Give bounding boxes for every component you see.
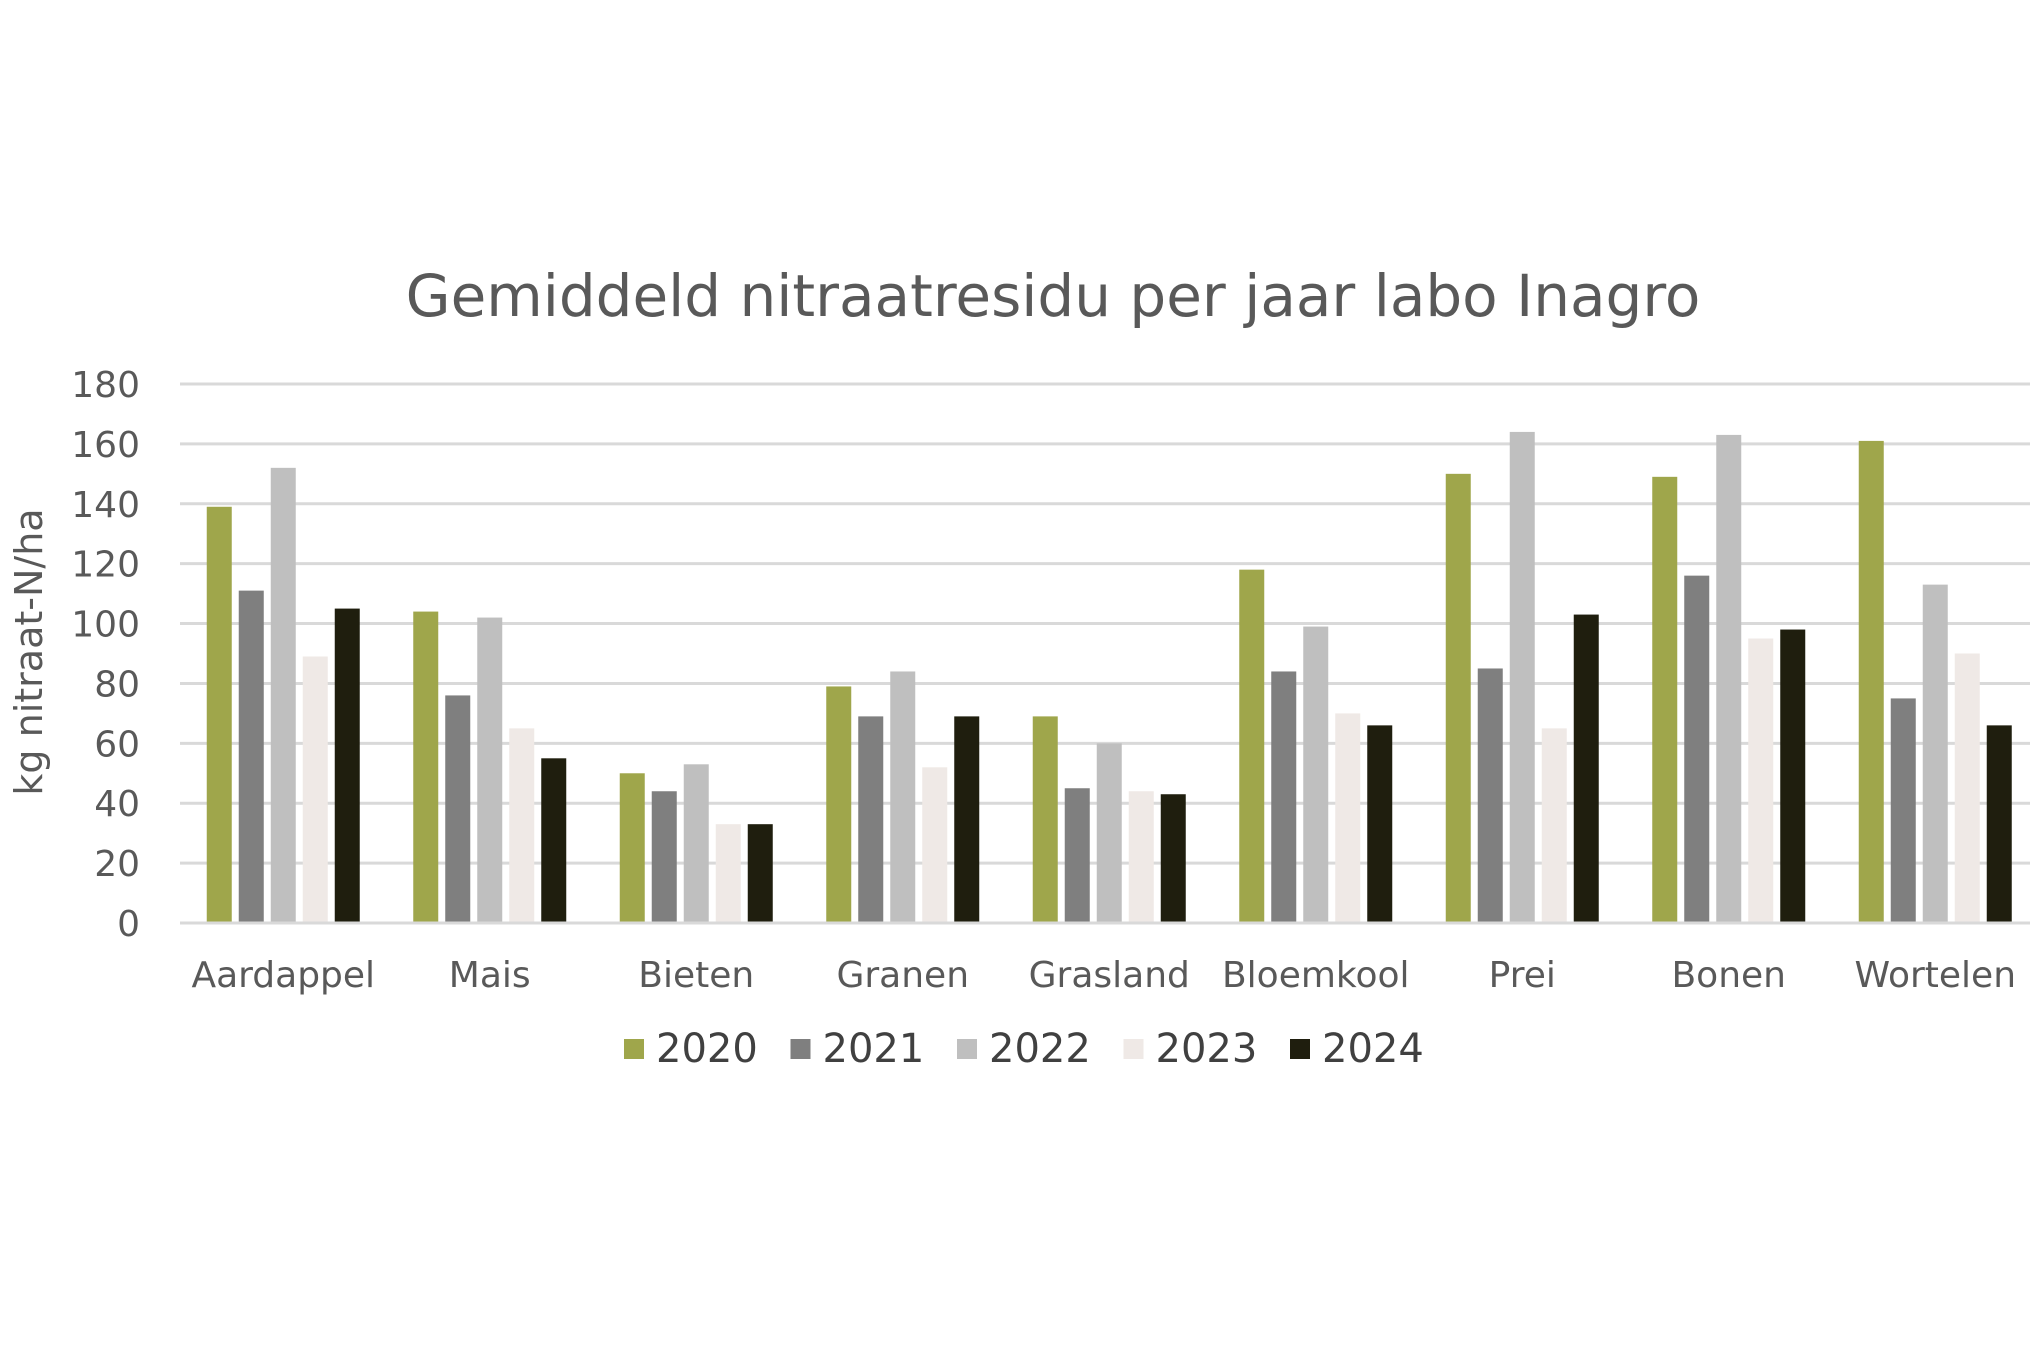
bar-bonen-2023	[1748, 638, 1774, 923]
bar-grasland-2021	[1064, 788, 1090, 923]
bar-prei-2022	[1509, 431, 1535, 923]
y-tick-label: 0	[117, 904, 140, 945]
bar-bonen-2021	[1684, 575, 1710, 923]
x-tick-label: Wortelen	[1854, 955, 2016, 996]
x-axis-ticks: Aardappel Mais Bieten Granen Grasland Bloemko…	[191, 955, 2016, 996]
bar-bieten-2024	[747, 824, 773, 923]
y-axis-label: kg nitraat-N/ha	[7, 508, 51, 795]
bar-mais-2023	[509, 728, 535, 923]
bar-prei-2024	[1573, 614, 1599, 923]
x-tick-label: Grasland	[1029, 955, 1190, 996]
y-tick-label: 40	[94, 784, 140, 825]
x-tick-label: Bloemkool	[1222, 955, 1410, 996]
y-tick-label: 20	[94, 844, 140, 885]
bar-granen-2023	[922, 767, 948, 923]
bar-bloemkool-2022	[1303, 626, 1329, 923]
bar-bloemkool-2023	[1335, 713, 1361, 923]
bar-aardappel-2020	[206, 506, 232, 923]
chart-title: Gemiddeld nitraatresidu per jaar labo In…	[406, 262, 1701, 330]
bar-wortelen-2022	[1922, 584, 1948, 923]
bar-prei-2023	[1541, 728, 1567, 923]
bar-granen-2021	[858, 716, 884, 923]
bars	[206, 431, 2012, 923]
x-tick-label: Granen	[836, 955, 969, 996]
bar-prei-2020	[1445, 473, 1471, 923]
bar-bloemkool-2021	[1271, 671, 1297, 923]
legend-label: 2022	[989, 1026, 1091, 1072]
bar-mais-2022	[477, 617, 503, 923]
legend-swatch-2024	[1290, 1039, 1310, 1059]
legend-swatch-2022	[957, 1039, 977, 1059]
y-tick-label: 180	[71, 365, 140, 406]
bar-aardappel-2024	[334, 608, 360, 923]
bar-bieten-2023	[715, 824, 741, 923]
bar-wortelen-2020	[1858, 440, 1884, 923]
bar-bonen-2022	[1716, 434, 1742, 923]
bar-bloemkool-2024	[1367, 725, 1393, 923]
bar-mais-2024	[541, 758, 567, 923]
bar-wortelen-2023	[1954, 653, 1980, 923]
legend-label: 2021	[823, 1026, 925, 1072]
x-tick-label: Prei	[1489, 955, 1556, 996]
y-tick-label: 60	[94, 724, 140, 765]
legend-label: 2024	[1322, 1026, 1424, 1072]
legend-swatch-2021	[790, 1039, 811, 1059]
legend: 2020 2021 2022 2023 2024	[624, 1026, 1424, 1072]
x-tick-label: Aardappel	[191, 955, 375, 996]
bar-aardappel-2021	[238, 590, 264, 923]
y-tick-label: 140	[71, 485, 140, 526]
bar-bloemkool-2020	[1239, 569, 1265, 923]
bar-grasland-2020	[1032, 716, 1058, 923]
bar-granen-2024	[954, 716, 980, 923]
bar-grasland-2024	[1160, 794, 1186, 923]
y-tick-label: 100	[71, 605, 140, 646]
bar-aardappel-2023	[302, 656, 328, 923]
bar-mais-2021	[445, 695, 471, 923]
bar-wortelen-2021	[1890, 698, 1916, 923]
bar-wortelen-2024	[1986, 725, 2012, 923]
x-tick-label: Bonen	[1671, 955, 1786, 996]
bar-bonen-2020	[1652, 476, 1678, 923]
bar-bieten-2022	[683, 764, 709, 923]
x-tick-label: Mais	[449, 955, 531, 996]
bar-grasland-2023	[1128, 791, 1154, 923]
x-tick-label: Bieten	[638, 955, 754, 996]
bar-grasland-2022	[1096, 743, 1122, 923]
bar-mais-2020	[413, 611, 439, 923]
bar-granen-2022	[890, 671, 916, 923]
bar-bonen-2024	[1780, 629, 1806, 923]
legend-swatch-2020	[624, 1039, 644, 1059]
legend-label: 2023	[1156, 1026, 1258, 1072]
bar-granen-2020	[826, 686, 852, 923]
y-axis-ticks: 0 20 40 60 80 100 120 140 160 180	[71, 365, 140, 945]
bar-prei-2021	[1477, 668, 1503, 923]
y-tick-label: 120	[71, 545, 140, 586]
bar-bieten-2021	[651, 791, 677, 923]
y-tick-label: 80	[94, 664, 140, 705]
legend-swatch-2023	[1123, 1039, 1144, 1059]
y-tick-label: 160	[71, 425, 140, 466]
bar-bieten-2020	[619, 773, 645, 923]
legend-label: 2020	[656, 1026, 758, 1072]
bar-aardappel-2022	[270, 467, 296, 923]
